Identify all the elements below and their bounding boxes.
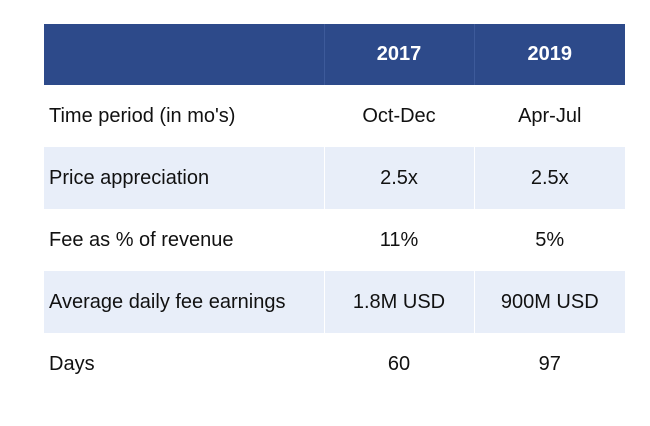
row-label: Days — [49, 352, 95, 375]
cell-2017: 1.8M USD — [323, 271, 474, 333]
cell-2019: 2.5x — [473, 147, 625, 209]
row-label: Price appreciation — [49, 166, 210, 189]
table-row-price-appreciation: Price appreciation 2.5x 2.5x — [44, 147, 625, 209]
table-header-row: 2017 2019 — [44, 24, 625, 85]
row-label: Time period (in mo's) — [49, 104, 236, 127]
header-cell-label — [44, 24, 324, 85]
row-label: Fee as % of revenue — [49, 228, 234, 251]
cell-2019: Apr-Jul — [473, 85, 625, 147]
cell-2017: 2.5x — [323, 147, 474, 209]
header-cell-2019: 2019 — [473, 24, 625, 85]
cell-2019: 900M USD — [473, 271, 625, 333]
cell-2017: 11% — [323, 209, 474, 271]
cell-2017: 60 — [323, 333, 474, 395]
cell-2019: 5% — [473, 209, 625, 271]
comparison-table: 2017 2019 Time period (in mo's) Oct-Dec … — [44, 24, 625, 395]
row-label: Average daily fee earnings — [49, 290, 286, 313]
header-cell-2017: 2017 — [323, 24, 474, 85]
table-row-days: Days 60 97 — [44, 333, 625, 395]
table-row-fee-percent: Fee as % of revenue 11% 5% — [44, 209, 625, 271]
table-row-daily-fee-earnings: Average daily fee earnings 1.8M USD 900M… — [44, 271, 625, 333]
comparison-table-container: 2017 2019 Time period (in mo's) Oct-Dec … — [44, 24, 625, 395]
cell-2019: 97 — [473, 333, 625, 395]
table-row-time-period: Time period (in mo's) Oct-Dec Apr-Jul — [44, 85, 625, 147]
cell-2017: Oct-Dec — [323, 85, 474, 147]
